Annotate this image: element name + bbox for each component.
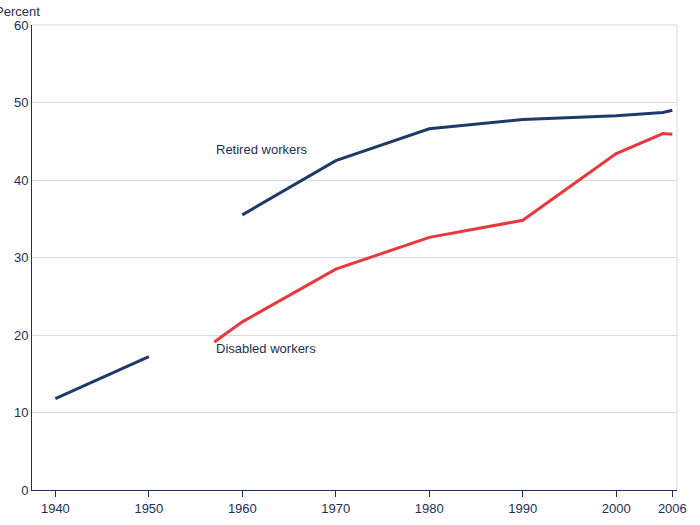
svg-text:2006: 2006: [658, 501, 687, 516]
svg-text:40: 40: [14, 173, 28, 188]
svg-text:20: 20: [14, 328, 28, 343]
svg-text:1940: 1940: [41, 501, 70, 516]
svg-text:1990: 1990: [508, 501, 537, 516]
svg-text:Retired workers: Retired workers: [216, 142, 308, 157]
svg-text:1970: 1970: [321, 501, 350, 516]
svg-text:Disabled workers: Disabled workers: [216, 341, 316, 356]
svg-text:Percent: Percent: [0, 4, 40, 19]
svg-text:1980: 1980: [415, 501, 444, 516]
svg-text:0: 0: [21, 483, 28, 498]
svg-text:1960: 1960: [228, 501, 257, 516]
svg-text:10: 10: [14, 405, 28, 420]
svg-text:60: 60: [14, 18, 28, 33]
svg-text:50: 50: [14, 95, 28, 110]
svg-text:2000: 2000: [602, 501, 631, 516]
svg-text:1950: 1950: [134, 501, 163, 516]
svg-text:30: 30: [14, 250, 28, 265]
